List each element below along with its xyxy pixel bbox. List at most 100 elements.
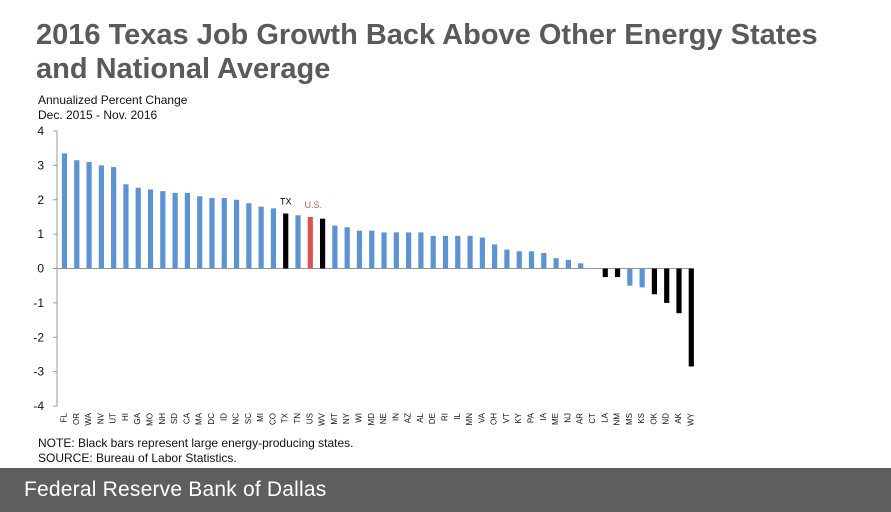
x-tick-label-or: OR (72, 413, 81, 425)
bar-la (602, 268, 608, 278)
bar-hi (123, 184, 129, 269)
x-tick-label-ms: MS (625, 413, 634, 425)
bar-al (418, 232, 424, 269)
y-axis-label-line-1: Annualized Percent Change (38, 93, 188, 107)
bar-fl (61, 153, 68, 269)
x-tick-label-al: AL (416, 412, 425, 422)
bar-mi (258, 206, 264, 269)
bar-ny (344, 227, 350, 269)
note-energy-bars: NOTE: Black bars represent large energy-… (38, 436, 354, 450)
x-tick-label-la: LA (600, 412, 609, 422)
x-tick-label-wy: WY (686, 412, 695, 426)
x-tick-label-sc: SC (244, 413, 253, 424)
bar-ut (111, 167, 117, 269)
note-source: SOURCE: Bureau of Labor Statistics. (38, 451, 237, 465)
bar-ma (197, 196, 203, 269)
bar-md (369, 230, 375, 269)
bar-tx (283, 213, 289, 269)
chart-notes: NOTE: Black bars represent large energy-… (38, 436, 353, 466)
x-tick-label-oh: OH (490, 413, 499, 425)
x-tick-label-ga: GA (133, 412, 142, 424)
x-tick-label-nm: NM (613, 413, 622, 426)
x-tick-label-nj: NJ (563, 413, 572, 423)
x-tick-label-il: IL (453, 412, 462, 419)
bar-az (406, 232, 412, 269)
x-tick-label-ri: RI (440, 413, 449, 421)
bar-va (479, 237, 485, 269)
x-tick-label-mo: MO (146, 413, 155, 426)
x-tick-label-pa: PA (527, 412, 536, 423)
y-tick-label: 1 (37, 227, 44, 241)
x-tick-label-id: ID (219, 413, 228, 421)
bar-wy (688, 268, 694, 367)
bar-sd (172, 192, 178, 269)
bar-oh (492, 244, 498, 269)
bar-us (307, 216, 313, 269)
bar-nc (233, 199, 240, 269)
x-tick-label-tn: TN (293, 413, 302, 424)
x-tick-label-mn: MN (465, 413, 474, 426)
x-tick-label-nd: ND (662, 413, 671, 425)
x-tick-label-wa: WA (84, 412, 93, 425)
annotation-us: U.S. (305, 200, 323, 210)
annotation-tx: TX (280, 197, 292, 207)
bar-sc (246, 203, 252, 269)
bar-nh (160, 191, 166, 269)
x-tick-label-hi: HI (121, 413, 130, 421)
bar-dc (209, 198, 215, 269)
x-tick-label-tx: TX (281, 412, 290, 423)
x-tick-label-vt: VT (502, 413, 511, 423)
bar-nv (98, 165, 104, 269)
x-tick-label-nh: NH (158, 413, 167, 425)
x-tick-label-de: DE (428, 413, 437, 424)
bar-ok (651, 268, 658, 295)
bar-wv (319, 218, 326, 269)
bar-nm (614, 268, 621, 278)
x-tick-label-ia: IA (539, 412, 548, 420)
bar-mo (147, 189, 154, 269)
bar-wa (86, 161, 92, 269)
x-tick-label-me: ME (551, 413, 560, 425)
bar-pa (528, 251, 535, 269)
bar-or (74, 160, 80, 269)
bar-il (455, 235, 461, 269)
bar-ak (676, 268, 682, 314)
x-tick-label-ar: AR (576, 413, 585, 424)
x-tick-label-ne: NE (379, 413, 388, 424)
chart-title: 2016 Texas Job Growth Back Above Other E… (36, 19, 818, 85)
y-tick-label: -3 (33, 365, 44, 379)
x-tick-label-ak: AK (674, 412, 683, 423)
bar-ia (541, 253, 547, 269)
bar-ms (627, 268, 633, 286)
bar-tn (295, 215, 301, 269)
y-tick-label: -1 (33, 296, 44, 310)
footer-brand: Federal Reserve Bank of Dallas (24, 478, 327, 501)
bar-me (553, 258, 559, 269)
x-tick-label-md: MD (367, 413, 376, 426)
x-tick-label-wv: WV (318, 412, 327, 426)
bar-in (393, 232, 399, 269)
x-tick-label-nv: NV (96, 412, 105, 424)
x-tick-label-mt: MT (330, 413, 339, 425)
bar-ga (135, 187, 141, 269)
x-tick-label-az: AZ (404, 413, 413, 423)
bar-nj (565, 259, 571, 269)
x-tick-label-us: US (305, 413, 314, 424)
x-tick-label-dc: DC (207, 413, 216, 425)
bar-ar (578, 263, 584, 269)
bar-co (270, 208, 277, 269)
bar-ks (639, 268, 645, 288)
x-tick-label-ks: KS (637, 413, 646, 424)
y-tick-label: -2 (33, 330, 44, 344)
x-tick-label-ca: CA (182, 412, 191, 424)
x-tick-label-wi: WI (354, 413, 363, 423)
y-tick-label: 0 (37, 262, 44, 276)
x-tick-label-ky: KY (514, 412, 523, 423)
bar-mt (332, 225, 338, 269)
x-tick-label-ny: NY (342, 412, 351, 424)
bar-de (430, 235, 436, 269)
bar-id (221, 198, 227, 269)
x-tick-label-va: VA (477, 412, 486, 423)
bar-ca (184, 192, 190, 269)
